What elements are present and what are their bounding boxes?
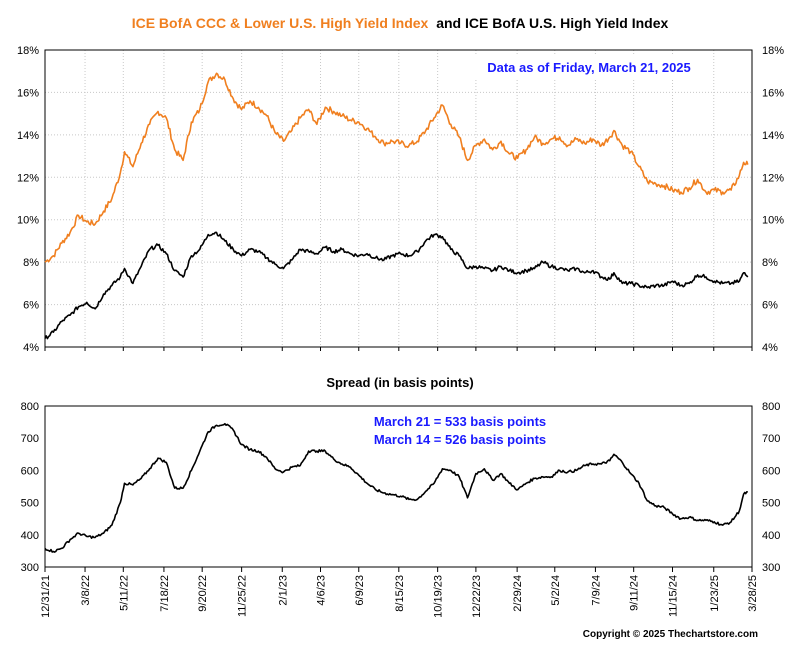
data-date-box	[472, 56, 707, 78]
x-tick-label: 5/2/24	[550, 575, 562, 606]
yield-y-tick-label-right: 4%	[762, 342, 778, 354]
x-tick-label: 3/8/22	[80, 575, 92, 606]
spread-note-march-14: March 14 = 526 basis points	[374, 432, 546, 447]
spread-title: Spread (in basis points)	[326, 375, 473, 390]
spread-note-march-21: March 21 = 533 basis points	[374, 414, 546, 429]
yield-y-tick-label-left: 6%	[23, 300, 39, 312]
x-tick-label: 1/23/25	[709, 575, 721, 612]
spread-y-tick-label-left: 700	[21, 433, 39, 445]
x-tick-label: 9/11/24	[629, 575, 641, 611]
x-tick-label: 2/1/23	[277, 575, 289, 606]
spread-y-tick-label-right: 400	[762, 530, 780, 542]
title-ccc-part: ICE BofA CCC & Lower U.S. High Yield Ind…	[132, 15, 429, 31]
x-tick-label: 8/15/23	[394, 575, 406, 612]
x-tick-label: 6/9/23	[354, 575, 366, 606]
yield-y-tick-label-right: 14%	[762, 130, 784, 142]
yield-y-tick-label-left: 16%	[17, 87, 39, 99]
title-hy-part: and ICE BofA U.S. High Yield Index	[436, 15, 668, 31]
spread-y-tick-label-right: 300	[762, 562, 780, 574]
yield-y-tick-label-right: 12%	[762, 172, 784, 184]
spread-y-tick-label-left: 400	[21, 530, 39, 542]
yield-y-tick-label-right: 6%	[762, 300, 778, 312]
yield-y-tick-label-right: 16%	[762, 87, 784, 99]
x-axis: 12/31/21 3/8/22 5/11/22 7/18/22 9/20/22 11/25…	[40, 347, 759, 618]
yield-y-tick-label-left: 10%	[17, 215, 39, 227]
data-date-note: Data as of Friday, March 21, 2025	[487, 60, 691, 75]
spread-y-tick-label-right: 500	[762, 498, 780, 510]
yield-panel: 4% 4% 6% 6% 8% 8% 10% 10% 12% 12% 14% 14% 16% 16% 18% 1…	[17, 45, 784, 354]
yield-y-tick-label-left: 4%	[23, 342, 39, 354]
x-tick-label: 7/9/24	[590, 575, 602, 606]
spread-panel: 300 300 400 400 500 500 600 600 700 700 800 800 Mar…	[21, 401, 781, 574]
x-tick-label: 7/18/22	[159, 575, 171, 612]
x-tick-label: 12/31/21	[40, 575, 52, 618]
spread-y-tick-label-left: 600	[21, 465, 39, 477]
yield-y-tick-label-right: 8%	[762, 257, 778, 269]
spread-series	[44, 422, 748, 553]
yield-y-ticks: 4% 4% 6% 6% 8% 8% 10% 10% 12% 12% 14% 14% 16% 16% 18% 1…	[17, 45, 784, 354]
copyright-text: Copyright © 2025 Thechartstore.com	[583, 629, 758, 640]
ccc-yield-line	[44, 72, 749, 263]
x-tick-label: 11/25/22	[237, 575, 249, 617]
spread-y-tick-label-left: 500	[21, 498, 39, 510]
spread-y-tick-label-right: 800	[762, 401, 780, 413]
yield-y-tick-label-right: 10%	[762, 215, 784, 227]
spread-y-ticks: 300 300 400 400 500 500 600 600 700 700 800 800	[21, 401, 781, 574]
spread-y-tick-label-left: 800	[21, 401, 39, 413]
x-tick-label: 12/22/23	[471, 575, 483, 618]
yield-y-tick-label-right: 18%	[762, 45, 784, 57]
spread-y-tick-label-right: 700	[762, 433, 780, 445]
x-tick-label: 5/11/22	[118, 575, 130, 611]
hy-yield-line	[44, 231, 749, 340]
chart-title: ICE BofA CCC & Lower U.S. High Yield Ind…	[132, 15, 669, 31]
x-tick-label: 3/28/25	[747, 575, 759, 612]
spread-y-tick-label-left: 300	[21, 562, 39, 574]
yield-y-tick-label-left: 14%	[17, 130, 39, 142]
yield-y-tick-label-left: 8%	[23, 257, 39, 269]
x-tick-label: 9/20/22	[197, 575, 209, 612]
x-tick-label: 10/19/23	[433, 575, 445, 618]
spread-y-tick-label-right: 600	[762, 465, 780, 477]
x-tick-label: 4/6/23	[316, 575, 328, 606]
yield-y-tick-label-left: 18%	[17, 45, 39, 57]
yield-y-tick-label-left: 12%	[17, 172, 39, 184]
yield-series	[44, 72, 749, 340]
x-tick-label: 2/29/24	[512, 575, 524, 612]
x-tick-label: 11/15/24	[668, 575, 680, 617]
spread-line	[44, 422, 748, 553]
